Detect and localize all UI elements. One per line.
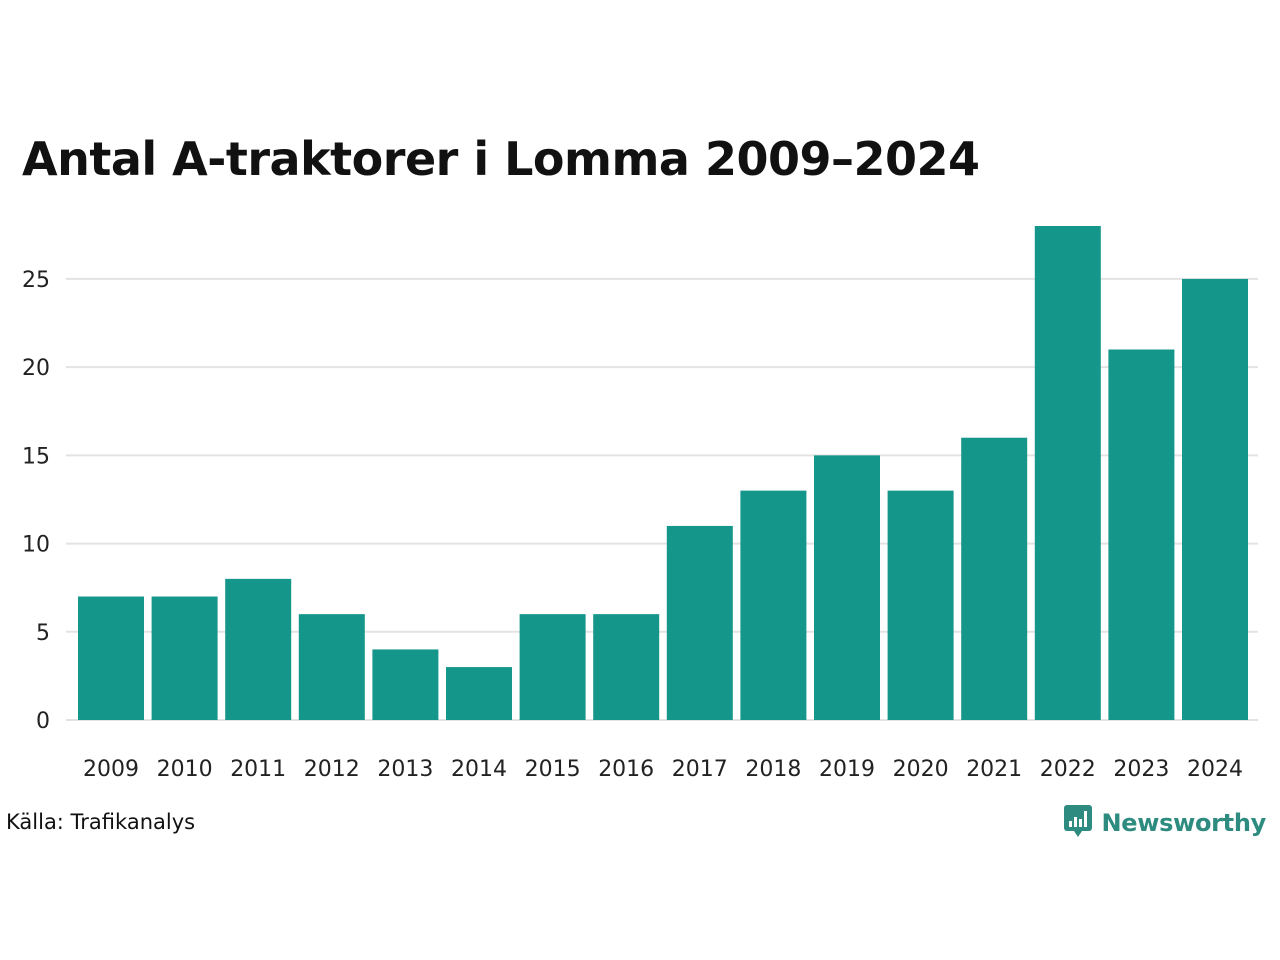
bar: [666, 525, 733, 720]
x-tick-label: 2009: [83, 757, 139, 782]
bar: [78, 596, 144, 720]
brand-name: Newsworthy: [1101, 809, 1266, 837]
chart-title: Antal A-traktorer i Lomma 2009–2024: [22, 132, 980, 186]
x-tick-label: 2016: [598, 757, 654, 782]
bar: [151, 596, 218, 720]
bar: [298, 614, 365, 720]
y-tick-label: 0: [36, 709, 50, 734]
x-tick-label: 2018: [745, 757, 801, 782]
x-tick-label: 2017: [672, 757, 728, 782]
y-tick-label: 5: [36, 621, 50, 646]
bar: [1108, 349, 1175, 720]
bar: [519, 614, 586, 720]
brand-logo: Newsworthy: [1063, 804, 1266, 842]
bar: [814, 455, 880, 720]
y-tick-label: 10: [22, 533, 50, 558]
x-tick-label: 2019: [819, 757, 875, 782]
y-axis-labels: 0 5 10 15 20 25: [22, 268, 50, 734]
bar: [593, 614, 660, 720]
y-tick-label: 15: [22, 444, 50, 469]
x-tick-label: 2024: [1187, 757, 1243, 782]
bar: [740, 490, 807, 720]
bar: [372, 649, 439, 720]
x-tick-label: 2015: [525, 757, 581, 782]
bar: [225, 578, 292, 720]
x-tick-label: 2012: [304, 757, 360, 782]
bar: [446, 667, 512, 720]
bars: [78, 226, 1248, 720]
bar: [961, 437, 1028, 720]
bar: [887, 490, 954, 720]
source-note: Källa: Trafikanalys: [6, 810, 196, 834]
x-tick-label: 2014: [451, 757, 507, 782]
x-tick-label: 2010: [157, 757, 213, 782]
x-tick-label: 2020: [893, 757, 949, 782]
bar: [1182, 278, 1248, 720]
y-tick-label: 20: [22, 356, 50, 381]
x-tick-label: 2022: [1040, 757, 1096, 782]
x-tick-label: 2021: [966, 757, 1022, 782]
x-tick-label: 2011: [230, 757, 286, 782]
y-tick-label: 25: [22, 268, 50, 293]
x-tick-label: 2023: [1113, 757, 1169, 782]
x-tick-label: 2013: [377, 757, 433, 782]
x-axis-labels: 2009 2010 2011 2012 2013 2014 2015 2016 2017 2018…: [83, 757, 1243, 782]
bar: [1034, 226, 1101, 720]
newsworthy-logo-icon: [1063, 804, 1093, 842]
